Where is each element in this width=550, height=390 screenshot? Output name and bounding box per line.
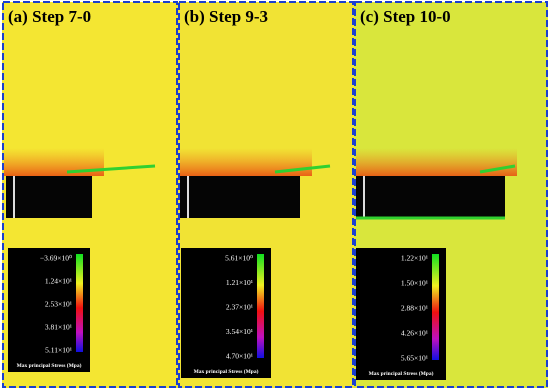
legend-title: Max principal Stress (Mpa): [369, 370, 434, 377]
legend-tick-label: 2.88×10¹: [401, 304, 428, 313]
crack: [66, 164, 156, 174]
crack: [274, 164, 331, 174]
legend-tick-label: 2.53×10¹: [45, 300, 72, 309]
panel-border: [354, 1, 548, 388]
panel-label: (c) Step 10-0: [360, 7, 451, 26]
legend-tick-label: 5.65×10¹: [401, 354, 428, 363]
panel: (a) Step 7-0 −3.69×10⁰ 1.24×10¹ 2.53×10¹ 3.8…: [2, 1, 178, 388]
legend-tick-label: 5.61×10⁰: [225, 254, 253, 263]
notch: [6, 176, 92, 218]
legend-tick-label: 4.26×10¹: [401, 329, 428, 338]
notch: [356, 176, 505, 218]
panel-border: [2, 1, 178, 388]
notch: [180, 176, 300, 218]
color-bar: [257, 254, 264, 358]
legend-tick-label: 1.22×10¹: [401, 254, 428, 263]
legend-tick-label: 1.21×10¹: [226, 278, 253, 287]
legend-tick-label: 5.11×10¹: [45, 346, 72, 355]
crack: [479, 164, 516, 174]
panel: (b) Step 9-3 5.61×10⁰ 1.21×10¹ 2.37×10¹ 3.54…: [178, 1, 354, 388]
legend-tick-label: 3.54×10¹: [226, 327, 253, 336]
legend-tick-label: 4.70×10¹: [226, 352, 253, 361]
legend-box: [356, 248, 446, 380]
legend-tick-label: 1.50×10¹: [401, 279, 428, 288]
color-bar: [76, 254, 83, 352]
legend-title: Max principal Stress (Mpa): [17, 362, 82, 369]
panel-label: (b) Step 9-3: [184, 7, 268, 26]
stress-band: [180, 148, 312, 176]
legend-box: [181, 248, 271, 378]
color-bar: [432, 254, 439, 360]
legend-tick-label: −3.69×10⁰: [40, 254, 72, 263]
panel-label: (a) Step 7-0: [8, 7, 91, 26]
legend-tick-label: 1.24×10¹: [45, 277, 72, 286]
stress-band: [356, 148, 517, 176]
panel-border: [178, 1, 354, 388]
legend-title: Max principal Stress (Mpa): [194, 368, 259, 375]
legend-tick-label: 2.37×10¹: [226, 303, 253, 312]
legend-tick-label: 3.81×10¹: [45, 323, 72, 332]
panel: (c) Step 10-0 1.22×10¹ 1.50×10¹ 2.88×10¹ 4.2…: [354, 1, 548, 388]
